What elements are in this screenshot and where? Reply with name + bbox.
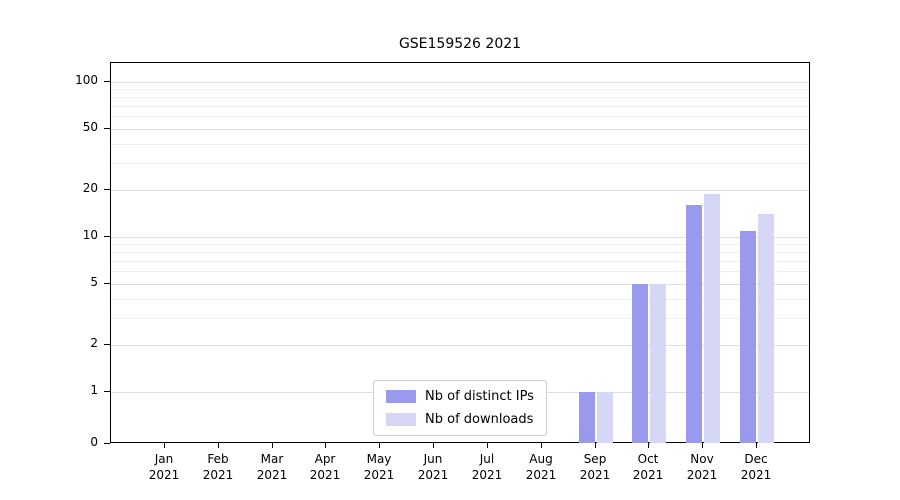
gridline-10 [111,237,809,238]
legend-label-downloads: Nb of downloads [425,412,534,427]
minor-gridline-6 [111,271,809,272]
chart-title: GSE159526 2021 [398,36,522,52]
x-tick-mark [756,443,757,448]
y-tick-label-0: 0 [90,435,98,449]
x-tick-mark [648,443,649,448]
legend-item-downloads: Nb of downloads [386,412,534,427]
legend-swatch-distinct-ips [386,390,416,403]
x-tick-mark [379,443,380,448]
minor-gridline-30 [111,163,809,164]
x-tick-label-oct: Oct 2021 [632,452,664,483]
bar-downloads-nov [704,194,720,443]
y-tick-label-10: 10 [82,228,98,242]
gridline-50 [111,129,809,130]
x-tick-label-nov: Nov 2021 [686,452,718,483]
gridline-20 [111,190,809,191]
x-tick-label-mar: Mar 2021 [256,452,288,483]
x-tick-label-jul: Jul 2021 [471,452,503,483]
minor-gridline-4 [111,299,809,300]
x-tick-mark [433,443,434,448]
x-tick-mark [702,443,703,448]
x-tick-label-jun: Jun 2021 [417,452,449,483]
bar-downloads-sep [597,392,613,443]
x-tick-mark [541,443,542,448]
bar-distinct-ips-sep [579,392,595,443]
x-tick-mark [164,443,165,448]
gridline-2 [111,345,809,346]
minor-gridline-3 [111,318,809,319]
y-tick-mark [104,443,110,444]
y-tick-label-50: 50 [82,120,98,134]
x-tick-mark [595,443,596,448]
legend: Nb of distinct IPs Nb of downloads [373,380,547,436]
legend-label-distinct-ips: Nb of distinct IPs [425,389,534,404]
x-tick-label-aug: Aug 2021 [525,452,557,483]
bar-distinct-ips-nov [686,205,702,443]
minor-gridline-80 [111,97,809,98]
bar-downloads-oct [650,284,666,443]
minor-gridline-7 [111,261,809,262]
x-tick-mark [218,443,219,448]
x-tick-label-apr: Apr 2021 [309,452,341,483]
minor-gridline-60 [111,116,809,117]
minor-gridline-90 [111,89,809,90]
y-tick-label-20: 20 [82,181,98,195]
minor-gridline-70 [111,106,809,107]
y-tick-label-100: 100 [75,73,98,87]
bar-distinct-ips-dec [740,231,756,443]
plot-area: Nb of distinct IPs Nb of downloads [110,62,810,443]
legend-item-distinct-ips: Nb of distinct IPs [386,389,534,404]
x-tick-mark [487,443,488,448]
x-tick-label-sep: Sep 2021 [579,452,611,483]
x-tick-mark [272,443,273,448]
gridline-100 [111,82,809,83]
x-tick-label-feb: Feb 2021 [202,452,234,483]
minor-gridline-9 [111,244,809,245]
x-tick-label-may: May 2021 [363,452,395,483]
minor-gridline-40 [111,144,809,145]
y-tick-label-2: 2 [90,336,98,350]
x-tick-mark [325,443,326,448]
x-tick-label-jan: Jan 2021 [148,452,180,483]
y-tick-label-5: 5 [90,275,98,289]
gridline-5 [111,284,809,285]
y-tick-label-1: 1 [90,383,98,397]
legend-swatch-downloads [386,413,416,426]
bar-distinct-ips-oct [632,284,648,443]
bar-downloads-dec [758,214,774,443]
minor-gridline-8 [111,252,809,253]
x-tick-label-dec: Dec 2021 [740,452,772,483]
